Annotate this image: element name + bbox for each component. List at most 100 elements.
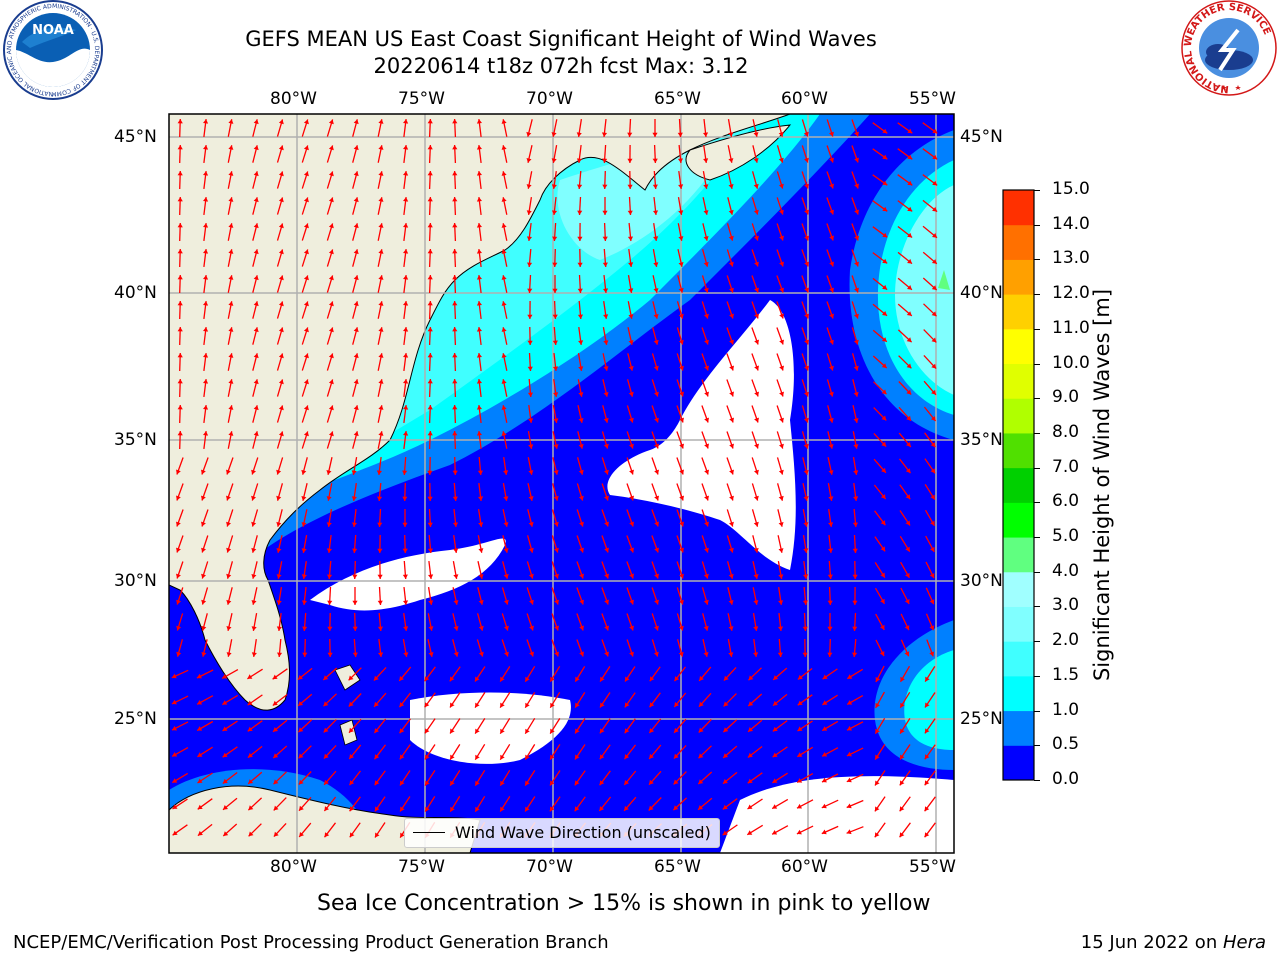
lon-label-bottom-80w: 80°W <box>270 857 317 877</box>
wave-arrow-head <box>829 209 834 215</box>
wave-arrow-head <box>779 209 784 215</box>
wave-arrow-head <box>171 699 177 705</box>
wave-arrow-head <box>678 210 684 215</box>
wave-arrow-head <box>679 469 684 475</box>
wave-arrow-head <box>427 301 433 306</box>
wave-arrow-head <box>882 284 888 290</box>
wave-arrow-head <box>875 728 880 734</box>
wave-arrow-head <box>577 262 583 267</box>
colorbar-tick-label: 1.0 <box>1052 699 1080 720</box>
wave-arrow-head <box>704 521 709 527</box>
wave-arrow-head <box>698 727 704 733</box>
wave-arrow-head <box>353 431 359 437</box>
wave-arrow-head <box>779 287 784 293</box>
wave-arrow-head <box>804 209 809 215</box>
wave-arrow-head <box>478 548 484 553</box>
wave-arrow-head <box>797 726 803 731</box>
wave-arrow-head <box>176 573 181 579</box>
wave-arrow-head <box>679 573 684 579</box>
wave-arrow-head <box>853 496 859 501</box>
wave-arrow-head <box>804 157 809 163</box>
wave-arrow-head <box>929 599 935 605</box>
wave-arrow-head <box>880 572 885 578</box>
wave-arrow-head <box>599 754 605 760</box>
wave-arrow-head <box>728 547 734 553</box>
wave-arrow-head <box>403 405 409 410</box>
wave-arrow-head <box>729 417 734 423</box>
sea-ice-caption: Sea Ice Concentration > 15% is shown in … <box>317 891 931 916</box>
wave-arrow-head <box>478 625 484 631</box>
wave-arrow-head <box>353 405 359 411</box>
wave-arrow-head <box>476 145 482 150</box>
wave-arrow-head <box>698 753 704 759</box>
wave-arrow-head <box>828 496 834 501</box>
wave-arrow-head <box>278 145 284 151</box>
colorbar-tick-mark <box>1034 641 1040 643</box>
wave-arrow-head <box>829 339 834 345</box>
wave-arrow-head <box>629 495 634 501</box>
wave-arrow-head <box>601 132 608 137</box>
wave-arrow-head <box>303 327 309 333</box>
wave-arrow-head <box>578 418 584 423</box>
wave-arrow-head <box>753 521 759 527</box>
wave-arrow-head <box>804 261 809 267</box>
wave-arrow-head <box>554 651 559 657</box>
wave-arrow-head <box>829 157 834 163</box>
wave-arrow-head <box>628 340 634 345</box>
wave-arrow-head <box>172 752 178 757</box>
colorbar-tick-label: 11.0 <box>1052 317 1090 338</box>
wave-arrow-head <box>427 496 433 501</box>
wave-arrow-head <box>301 548 307 553</box>
wave-arrow-head <box>704 391 709 397</box>
wave-arrow-head <box>172 725 177 731</box>
wave-arrow-head <box>874 832 880 838</box>
wave-arrow-head <box>679 443 684 449</box>
colorbar-cell <box>1003 571 1034 607</box>
wave-arrow-head <box>698 779 704 784</box>
wave-arrow-head <box>854 261 859 267</box>
wave-arrow-head <box>905 494 911 500</box>
wave-arrow-head <box>476 275 482 280</box>
wave-arrow-head <box>829 261 834 267</box>
wave-arrow-head <box>276 574 282 579</box>
wave-arrow-head <box>603 443 609 449</box>
wave-arrow-head <box>629 547 634 553</box>
wave-arrow-head <box>678 262 684 267</box>
wave-arrow-head <box>501 119 507 124</box>
wave-arrow-head <box>253 197 259 203</box>
wave-arrow-head <box>829 287 834 293</box>
wave-arrow-head <box>403 119 409 124</box>
wave-arrow-head <box>599 806 605 811</box>
wave-arrow-head <box>303 145 309 151</box>
wave-arrow-head <box>248 805 254 811</box>
wave-arrow-head <box>324 832 330 838</box>
wave-arrow-head <box>924 780 930 786</box>
wave-arrow-head <box>627 210 633 215</box>
wave-arrow-head <box>679 365 684 371</box>
wave-arrow-head <box>578 366 584 371</box>
wave-arrow-head <box>553 366 559 371</box>
wave-arrow-head <box>452 275 458 280</box>
wave-arrow-head <box>778 469 784 475</box>
wave-arrow-head <box>772 752 778 758</box>
wave-arrow-head <box>353 249 359 255</box>
wave-arrow-head <box>501 379 507 384</box>
wave-arrow-head <box>528 521 534 527</box>
wave-arrow-head <box>402 548 408 553</box>
wave-arrow-head <box>452 327 458 332</box>
wave-arrow-head <box>803 131 809 137</box>
wave-arrow-head <box>880 624 885 630</box>
wave-arrow-head <box>778 131 784 137</box>
wave-arrow-head <box>276 626 282 631</box>
wave-arrow-head <box>551 184 557 189</box>
wave-arrow-head <box>579 573 584 579</box>
wave-arrow-head <box>604 469 609 475</box>
wave-arrow-head <box>754 313 759 319</box>
wave-arrow-head <box>528 418 534 423</box>
wave-arrow-head <box>628 417 634 423</box>
wave-arrow-head <box>578 443 584 449</box>
colorbar-cell <box>1003 641 1034 677</box>
wave-arrow-head <box>828 470 834 475</box>
wave-arrow-head <box>402 522 408 527</box>
colorbar-cell <box>1003 467 1034 503</box>
